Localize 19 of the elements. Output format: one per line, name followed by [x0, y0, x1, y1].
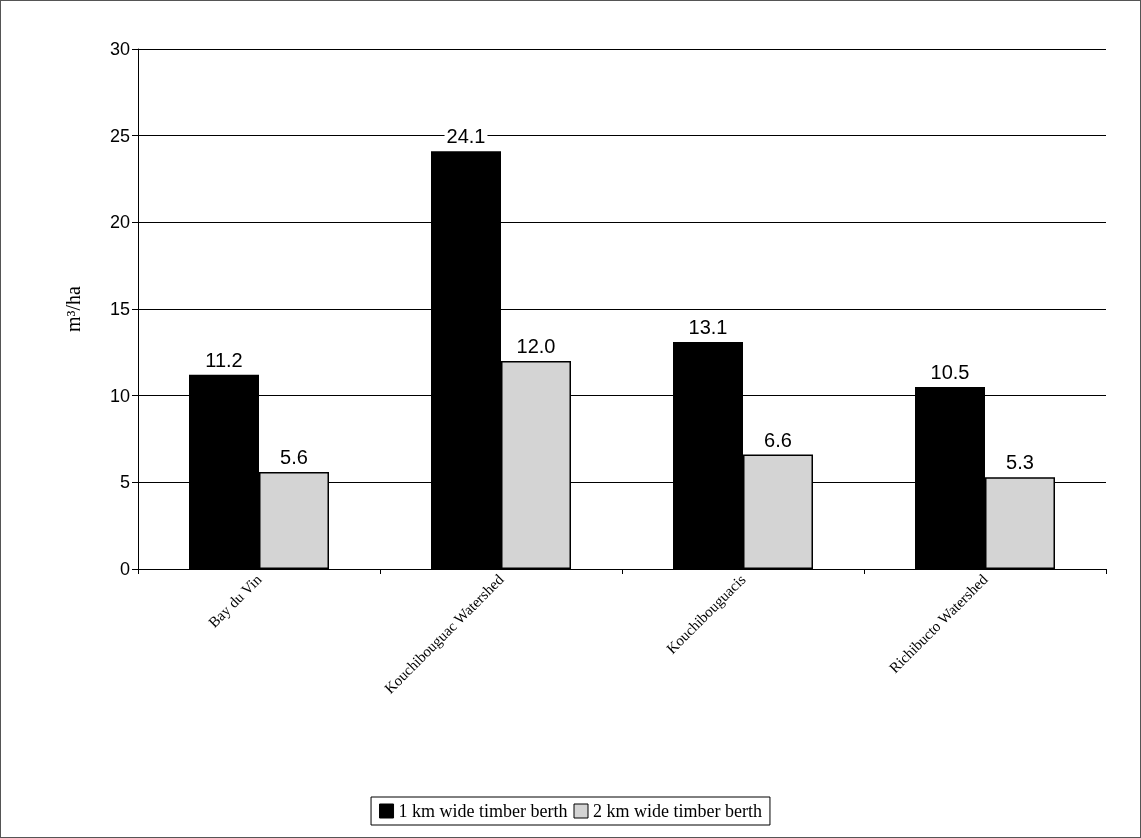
- legend-label: 2 km wide timber berth: [593, 801, 762, 821]
- data-label: 5.3: [1006, 451, 1034, 474]
- y-tick-label: 5: [119, 472, 130, 493]
- data-label: 12.0: [516, 335, 556, 357]
- x-tick-label: Bay du Vin: [205, 570, 266, 631]
- data-label: 13.1: [688, 315, 728, 338]
- data-label: 5.6: [280, 445, 308, 468]
- y-tick-label: 20: [109, 212, 130, 233]
- y-tick-label: 15: [109, 299, 130, 319]
- data-label: 11.2: [205, 348, 243, 371]
- y-tick-label: 10: [109, 385, 130, 406]
- data-label: 10.5: [930, 361, 970, 383]
- y-tick-label: 30: [109, 39, 130, 59]
- data-label: 24.1: [446, 125, 486, 148]
- y-tick-label: 25: [109, 125, 130, 146]
- y-tick-label: 0: [119, 559, 130, 579]
- y-axis-title: m³/ha: [62, 285, 84, 332]
- legend-label: 1 km wide timber berth: [398, 801, 568, 821]
- data-label: 6.6: [764, 428, 792, 451]
